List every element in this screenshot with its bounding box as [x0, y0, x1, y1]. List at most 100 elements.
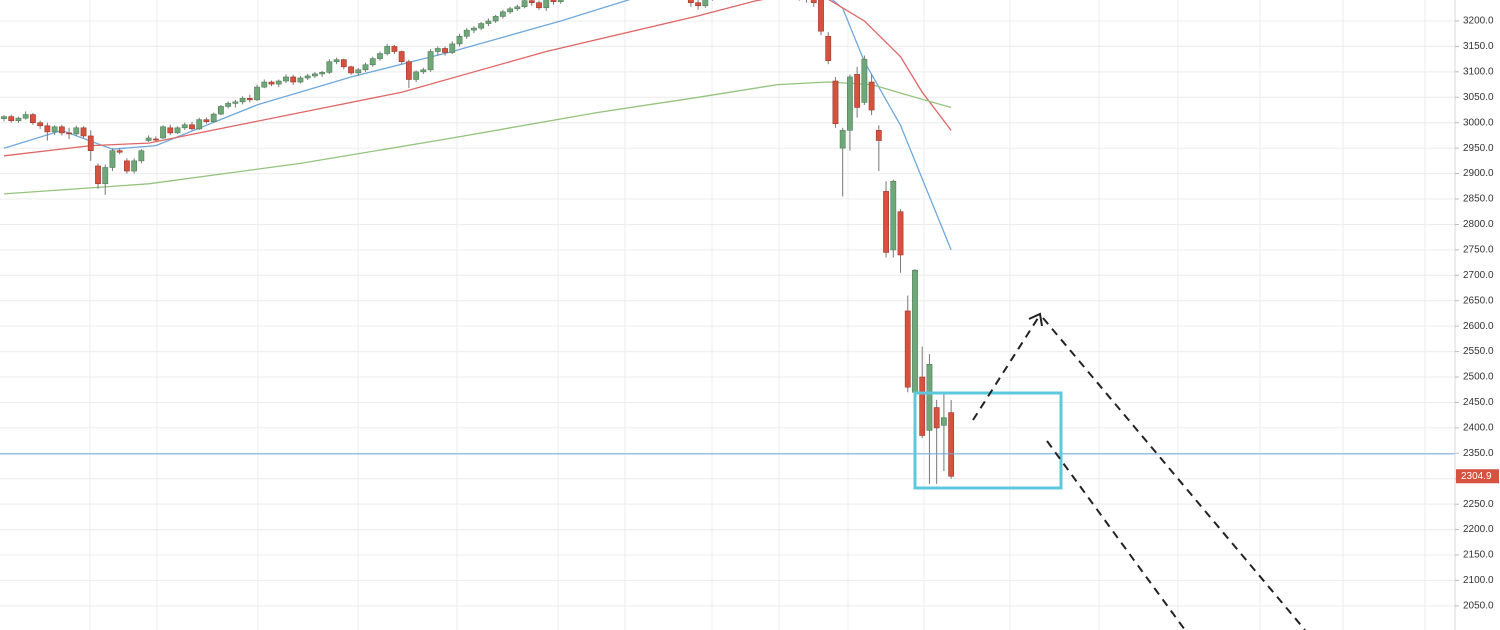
candle-body: [904, 310, 911, 388]
candle-body: [528, 0, 535, 3]
candle-body: [58, 126, 65, 134]
candle-body: [456, 35, 463, 45]
y-tick-label: 2900.0: [1463, 168, 1494, 179]
dashed-line-down: [1042, 317, 1306, 630]
candle-body: [919, 376, 926, 436]
y-tick-label: 2250.0: [1463, 499, 1494, 510]
candle-body: [131, 160, 138, 172]
y-tick-label: 2950.0: [1463, 143, 1494, 154]
candle-body: [521, 0, 528, 8]
arrow-head: [1028, 312, 1043, 327]
candle-body: [687, 0, 694, 3]
candle-body: [861, 58, 868, 103]
y-tick-label: 2350.0: [1463, 448, 1494, 459]
y-tick-label: 2750.0: [1463, 245, 1494, 256]
candle-body: [362, 64, 369, 71]
grid: [0, 0, 1455, 630]
y-tick-label: 3100.0: [1463, 67, 1494, 78]
candle-body: [463, 29, 470, 37]
candle-body: [890, 180, 897, 251]
candle-body: [847, 76, 853, 131]
candle-body: [167, 127, 174, 134]
y-tick-label: 3000.0: [1463, 117, 1494, 128]
candle-body: [695, 2, 701, 7]
candle-body: [492, 16, 499, 22]
candle-body: [485, 20, 492, 24]
candle-body: [326, 61, 333, 73]
candle-body: [875, 130, 882, 141]
candle-body: [311, 73, 318, 77]
candle-body: [254, 86, 260, 101]
y-tick-label: 2850.0: [1463, 194, 1494, 205]
highlight-box: [913, 391, 1063, 490]
candle-body: [478, 23, 485, 29]
y-tick-label: 2400.0: [1463, 423, 1494, 434]
y-tick-label: 2100.0: [1463, 575, 1494, 586]
candle-body: [246, 98, 253, 101]
y-tick-label: 2050.0: [1463, 601, 1494, 612]
y-tick-label: 2450.0: [1463, 397, 1494, 408]
axis-background: [1455, 0, 1500, 630]
candle-body: [30, 114, 36, 124]
candle-body: [1, 116, 7, 119]
candle-body: [340, 59, 347, 68]
y-tick-label: 3150.0: [1463, 41, 1494, 52]
candle-body: [434, 48, 441, 52]
candle-body: [442, 48, 448, 53]
dashed-line-down: [1046, 440, 1186, 630]
candle-body: [940, 417, 947, 426]
candle-body: [189, 124, 195, 130]
y-tick-label: 2150.0: [1463, 550, 1494, 561]
moving-average-line: [3, 0, 952, 157]
plot-area: [0, 0, 1455, 484]
candle-body: [507, 8, 513, 13]
candle-body: [196, 119, 203, 130]
candle-body: [912, 269, 918, 393]
candle-body: [8, 116, 15, 121]
candle-body: [174, 127, 181, 134]
candle-body: [868, 81, 875, 111]
candle-body: [514, 6, 521, 10]
y-tick-label: 2200.0: [1463, 524, 1494, 535]
candle-body: [926, 364, 933, 431]
candle-body: [427, 51, 434, 71]
candle-body: [854, 74, 861, 108]
candle-body: [145, 137, 152, 141]
candle-body: [15, 117, 22, 121]
candle-body: [398, 51, 405, 62]
candle-body: [152, 138, 159, 141]
candle-body: [297, 77, 304, 83]
candle-body: [225, 103, 232, 107]
candle-body: [369, 58, 376, 66]
candle-body: [218, 106, 224, 115]
candle-body: [319, 72, 326, 75]
candle-body: [37, 122, 44, 127]
y-tick-label: 2500.0: [1463, 372, 1494, 383]
candle-body: [283, 76, 289, 82]
candle-body: [87, 135, 94, 151]
y-tick-label: 2650.0: [1463, 295, 1494, 306]
candle-body: [160, 126, 166, 139]
candle-body: [239, 98, 246, 103]
candle-body: [44, 125, 51, 133]
candle-body: [948, 412, 955, 477]
moving-average-line: [3, 0, 952, 251]
y-tick-label: 2700.0: [1463, 270, 1494, 281]
last-price-badge: [1456, 469, 1499, 484]
candle-body: [80, 127, 87, 137]
candle-body: [95, 165, 101, 185]
annotations: [913, 312, 1306, 630]
candle-body: [73, 127, 80, 135]
candle-body: [109, 150, 116, 168]
candle-body: [405, 61, 412, 80]
candle-body: [268, 81, 275, 85]
candle-body: [499, 11, 506, 17]
candle-body: [355, 69, 362, 74]
candle-body: [420, 69, 427, 73]
candle-body: [897, 211, 904, 256]
candle-body: [116, 150, 123, 153]
dashed-arrow-up: [972, 317, 1039, 421]
candle-body: [471, 27, 477, 31]
candle-body: [391, 46, 398, 52]
